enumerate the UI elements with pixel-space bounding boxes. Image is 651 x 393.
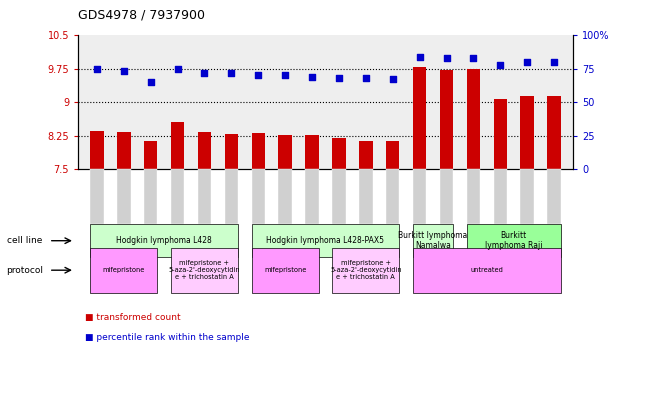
Bar	[413, 67, 426, 393]
Bar	[467, 69, 480, 393]
Text: mifepristone: mifepristone	[103, 267, 145, 273]
Text: mifepristone: mifepristone	[264, 267, 307, 273]
Bar	[305, 135, 319, 393]
Point	[226, 70, 236, 76]
Text: Hodgkin lymphoma L428: Hodgkin lymphoma L428	[117, 236, 212, 245]
Text: ■ transformed count: ■ transformed count	[85, 313, 180, 322]
Point	[280, 72, 290, 79]
Bar	[359, 141, 372, 393]
Text: mifepristone +
5-aza-2'-deoxycytidin
e + trichostatin A: mifepristone + 5-aza-2'-deoxycytidin e +…	[169, 260, 240, 280]
Bar	[117, 132, 131, 393]
Bar	[493, 99, 507, 393]
Bar	[90, 131, 104, 393]
Text: cell line: cell line	[7, 236, 42, 245]
Bar	[251, 133, 265, 393]
Point	[522, 59, 533, 65]
Point	[549, 59, 559, 65]
Text: GDS4978 / 7937900: GDS4978 / 7937900	[78, 9, 205, 22]
Text: protocol: protocol	[7, 266, 44, 275]
Point	[334, 75, 344, 81]
Bar	[279, 135, 292, 393]
Bar	[198, 132, 211, 393]
Text: mifepristone +
5-aza-2'-deoxycytidin
e + trichostatin A: mifepristone + 5-aza-2'-deoxycytidin e +…	[330, 260, 402, 280]
Point	[468, 55, 478, 61]
Point	[415, 53, 425, 60]
Point	[387, 76, 398, 83]
Point	[173, 66, 183, 72]
Point	[199, 70, 210, 76]
Text: untreated: untreated	[471, 267, 503, 273]
Point	[253, 72, 264, 79]
Bar	[171, 122, 184, 393]
Text: Hodgkin lymphoma L428-PAX5: Hodgkin lymphoma L428-PAX5	[266, 236, 385, 245]
Bar	[547, 96, 561, 393]
Bar	[520, 96, 534, 393]
Bar	[225, 134, 238, 393]
Bar	[332, 138, 346, 393]
Bar	[144, 141, 158, 393]
Text: Burkitt
lymphoma Raji: Burkitt lymphoma Raji	[485, 231, 542, 250]
Point	[307, 73, 317, 80]
Point	[118, 68, 129, 75]
Bar	[386, 141, 400, 393]
Point	[92, 66, 102, 72]
Text: ■ percentile rank within the sample: ■ percentile rank within the sample	[85, 333, 249, 342]
Point	[441, 55, 452, 61]
Point	[361, 75, 371, 81]
Point	[495, 62, 505, 68]
Bar	[440, 70, 453, 393]
Text: Burkitt lymphoma
Namalwa: Burkitt lymphoma Namalwa	[398, 231, 467, 250]
Point	[146, 79, 156, 85]
